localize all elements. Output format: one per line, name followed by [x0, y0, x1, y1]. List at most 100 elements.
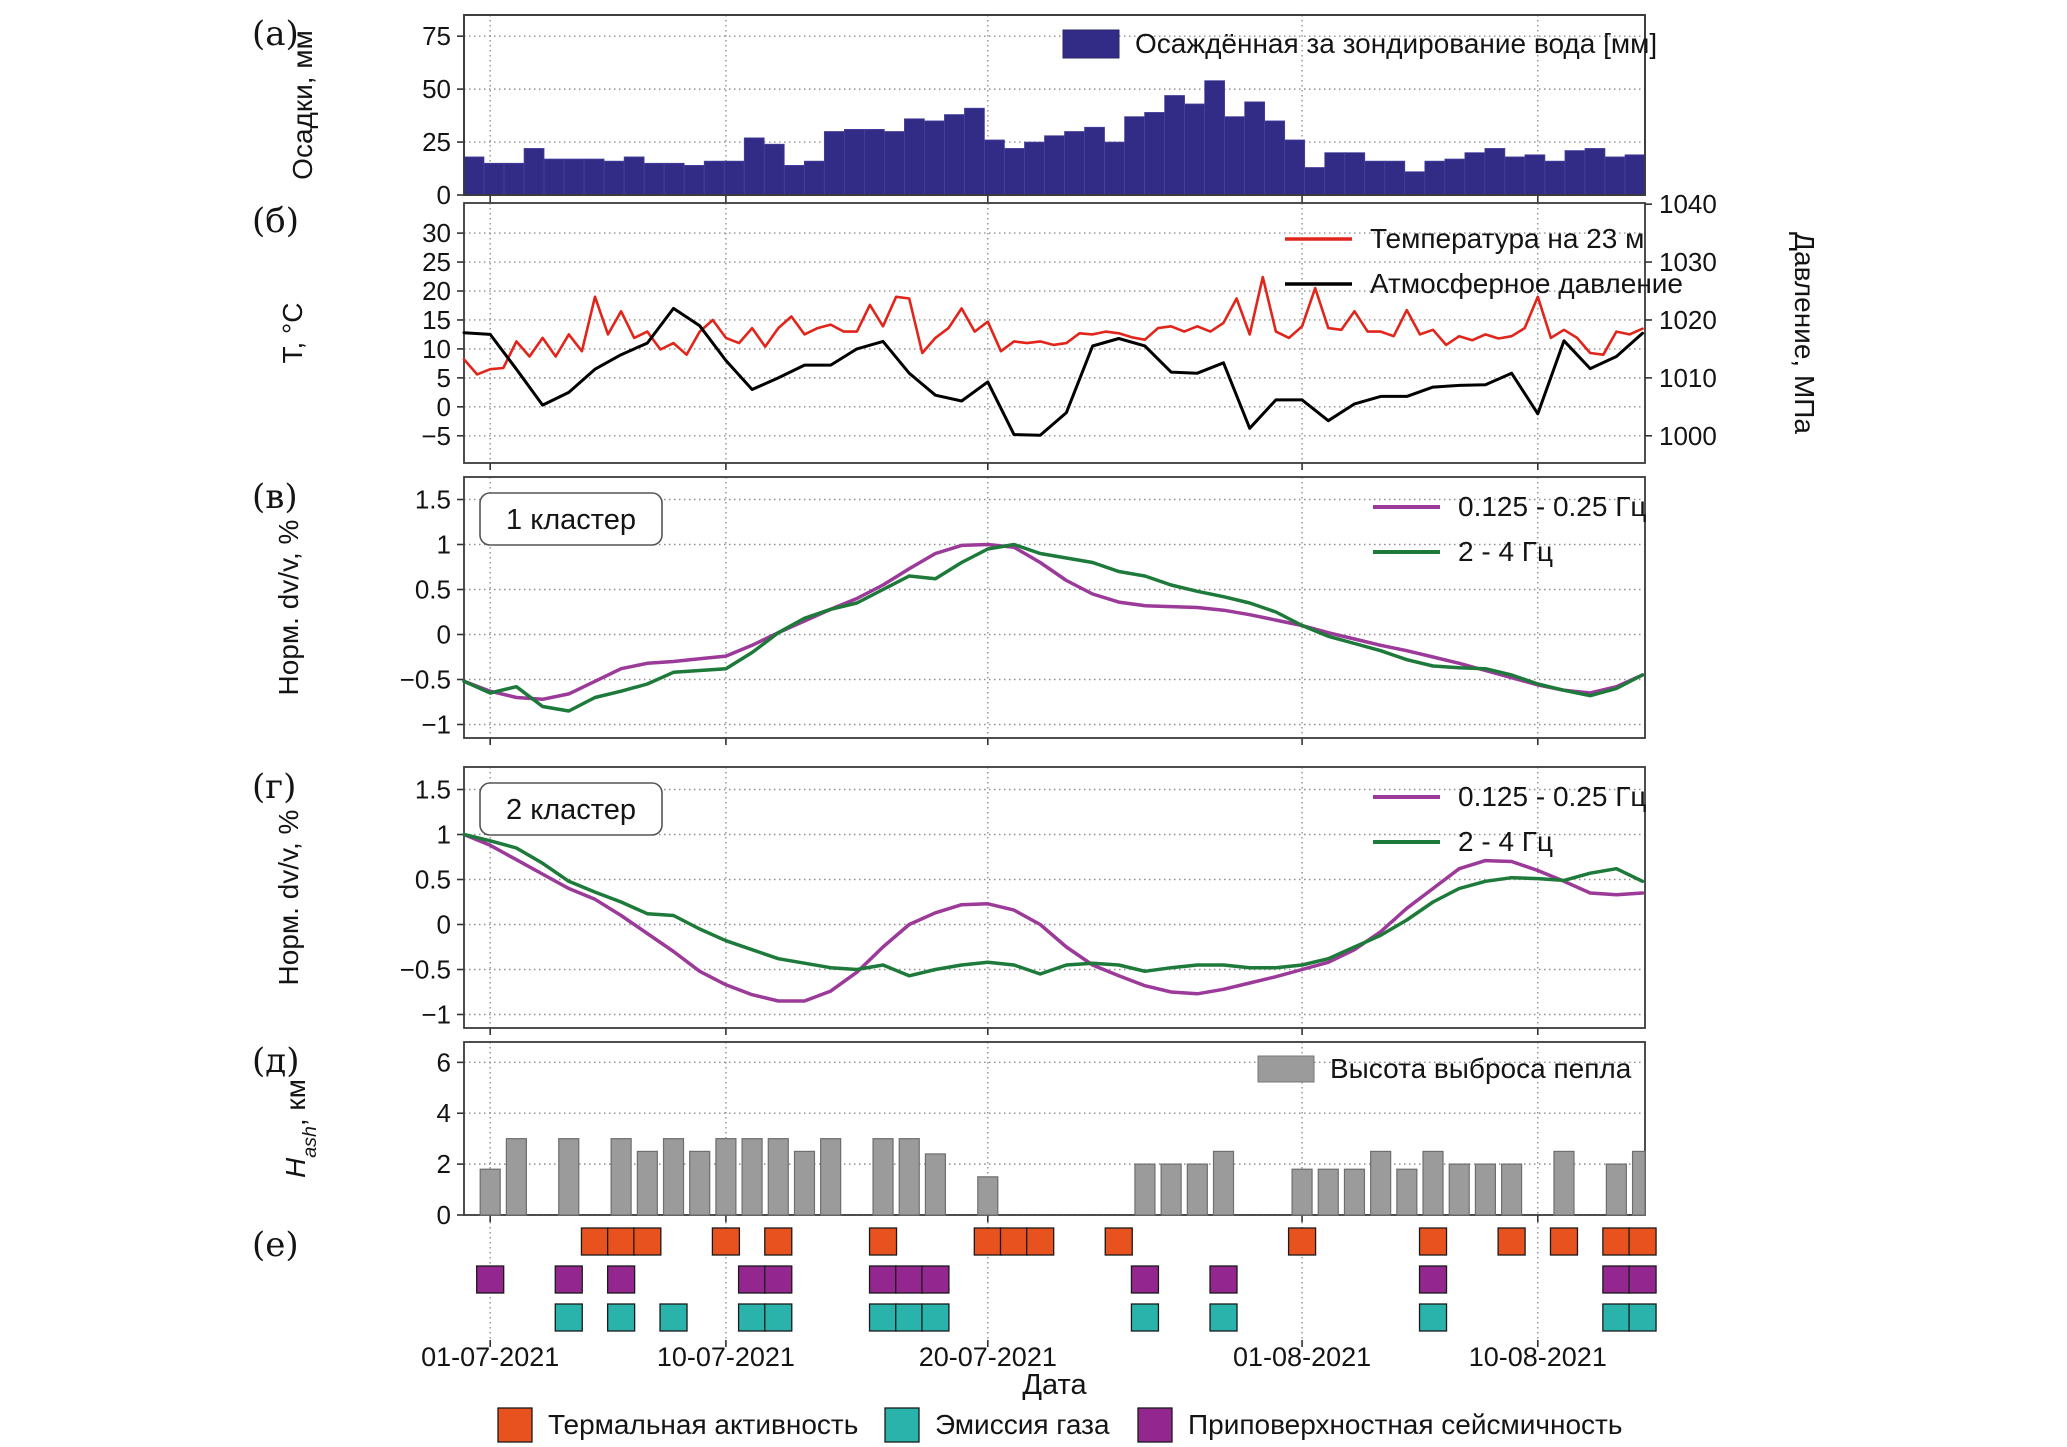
event-marker-thermal-activity [868, 1227, 898, 1256]
right-tick-label: 1030 [1659, 247, 1717, 277]
legend-label: 0.125 - 0.25 Гц [1458, 491, 1646, 522]
y-tick-label: 50 [422, 74, 451, 104]
precip-bar [1624, 154, 1646, 196]
y-axis-label: T, °C [277, 303, 308, 364]
ash-bar [1448, 1163, 1470, 1216]
ash-bar [558, 1138, 580, 1216]
ash-bar [820, 1138, 842, 1216]
legend-label: 2 - 4 Гц [1458, 826, 1553, 857]
precip-bar [1464, 152, 1486, 196]
bottom-legend-swatch [1137, 1407, 1173, 1443]
ash-bar [741, 1138, 763, 1216]
series-high-band-line [462, 832, 1645, 978]
precip-bar [483, 162, 505, 196]
panel-letter: (д) [252, 1041, 299, 1081]
x-axis: 01-07-2021 10-07-2021 20-07-2021 01-08-2021… [421, 1342, 1607, 1401]
panel-letter: (г) [252, 767, 296, 807]
ash-bar [898, 1138, 920, 1216]
event-marker-gas-emission [1209, 1303, 1238, 1332]
ash-bar [1553, 1150, 1575, 1216]
ash-bar [1291, 1168, 1313, 1216]
precip-bar [563, 158, 585, 196]
ash-bar [1343, 1168, 1366, 1216]
precip-bar [683, 165, 705, 196]
cluster-box-label: 1 кластер [506, 504, 636, 536]
y-tick-label: 4 [437, 1098, 451, 1128]
precip-bar [1564, 150, 1586, 196]
event-marker-shallow-seismicity [1209, 1265, 1238, 1294]
event-marker-shallow-seismicity [1130, 1265, 1160, 1294]
right-tick-label: 1000 [1659, 421, 1717, 451]
precip-bar [1144, 112, 1165, 196]
ash-bar [1160, 1163, 1182, 1216]
panel-frame [463, 476, 1646, 739]
event-marker-thermal-activity [633, 1227, 662, 1256]
precip-bar [1244, 101, 1266, 196]
bottom-legend-swatch [884, 1407, 920, 1443]
event-marker-shallow-seismicity [895, 1265, 924, 1294]
event-marker-thermal-activity [973, 1227, 1002, 1256]
y-tick-label: 20 [422, 276, 451, 306]
precip-bar [1124, 116, 1145, 196]
event-marker-thermal-activity [1602, 1227, 1631, 1256]
precip-bar [1204, 80, 1225, 196]
ash-bar [505, 1138, 527, 1216]
event-marker-gas-emission [921, 1303, 950, 1332]
precip-bar [884, 131, 905, 196]
precip-bar [904, 118, 925, 196]
precip-bar [643, 162, 665, 196]
y-tick-label: 2 [437, 1149, 451, 1179]
series-pressure-line [462, 306, 1644, 437]
x-tick-label: 20-07-2021 [919, 1342, 1057, 1372]
y-tick-label: 0 [437, 620, 451, 650]
y-tick-label: 10 [422, 334, 451, 364]
precip-bar [1444, 158, 1466, 196]
y-tick-label: 0 [437, 1200, 451, 1230]
precip-bar [1304, 167, 1326, 196]
event-marker-thermal-activity [1418, 1227, 1448, 1256]
x-tick-label: 10-07-2021 [657, 1342, 795, 1372]
panel-precipitation: 0 25 50 75 Осаждённая за зондирование вода [… [252, 14, 1657, 210]
precip-bar [463, 156, 485, 196]
legend-label-ash: Высота выброса пепла [1330, 1053, 1632, 1084]
series-low-band-line [462, 832, 1645, 1003]
precip-bar [543, 158, 565, 196]
event-marker-thermal-activity [580, 1227, 610, 1256]
y-tick-label: 75 [422, 21, 451, 51]
event-row-gas-emission [554, 1303, 1657, 1332]
precip-bar [1404, 171, 1426, 196]
panel-frame [463, 766, 1646, 1029]
ash-bar [1422, 1150, 1444, 1216]
ash-bar [662, 1138, 685, 1216]
precip-bar [583, 158, 605, 196]
y-axis-label: Осадки, мм [287, 30, 318, 180]
event-marker-gas-emission [764, 1303, 793, 1332]
event-marker-gas-emission [868, 1303, 898, 1332]
precip-bar [984, 139, 1005, 196]
ash-bar [479, 1168, 501, 1216]
precip-bar [623, 156, 645, 196]
precip-bar [723, 160, 745, 196]
y-axis-label: Норм. dv/v, % [273, 520, 304, 696]
event-marker-gas-emission [659, 1303, 688, 1332]
y-tick-label: 1 [437, 530, 451, 560]
y-tick-label: −5 [421, 421, 451, 451]
panel-letter: (в) [252, 477, 298, 517]
event-marker-gas-emission [737, 1303, 767, 1332]
ash-bar [636, 1150, 658, 1216]
panel-events: (е) [252, 1222, 1657, 1347]
event-marker-thermal-activity [1026, 1227, 1055, 1256]
precipitation-bars [463, 80, 1646, 196]
panel-cluster-2: −1 −0.5 0 0.5 1 1.5 2 кластер 0.125 - 0.25 Гц 2 … [252, 766, 1646, 1035]
precip-bar [523, 148, 545, 196]
y-tick-label: 5 [437, 363, 451, 393]
event-marker-shallow-seismicity [1602, 1265, 1631, 1294]
ash-bar [924, 1153, 947, 1216]
panel-letter: (б) [252, 201, 299, 241]
event-marker-gas-emission [895, 1303, 924, 1332]
bottom-legend-label: Термальная активность [548, 1409, 858, 1440]
event-marker-thermal-activity [1104, 1227, 1133, 1256]
precip-bar [1044, 135, 1065, 196]
right-axis-label: Давление, МПа [1789, 232, 1820, 434]
ash-bar [1396, 1168, 1418, 1216]
